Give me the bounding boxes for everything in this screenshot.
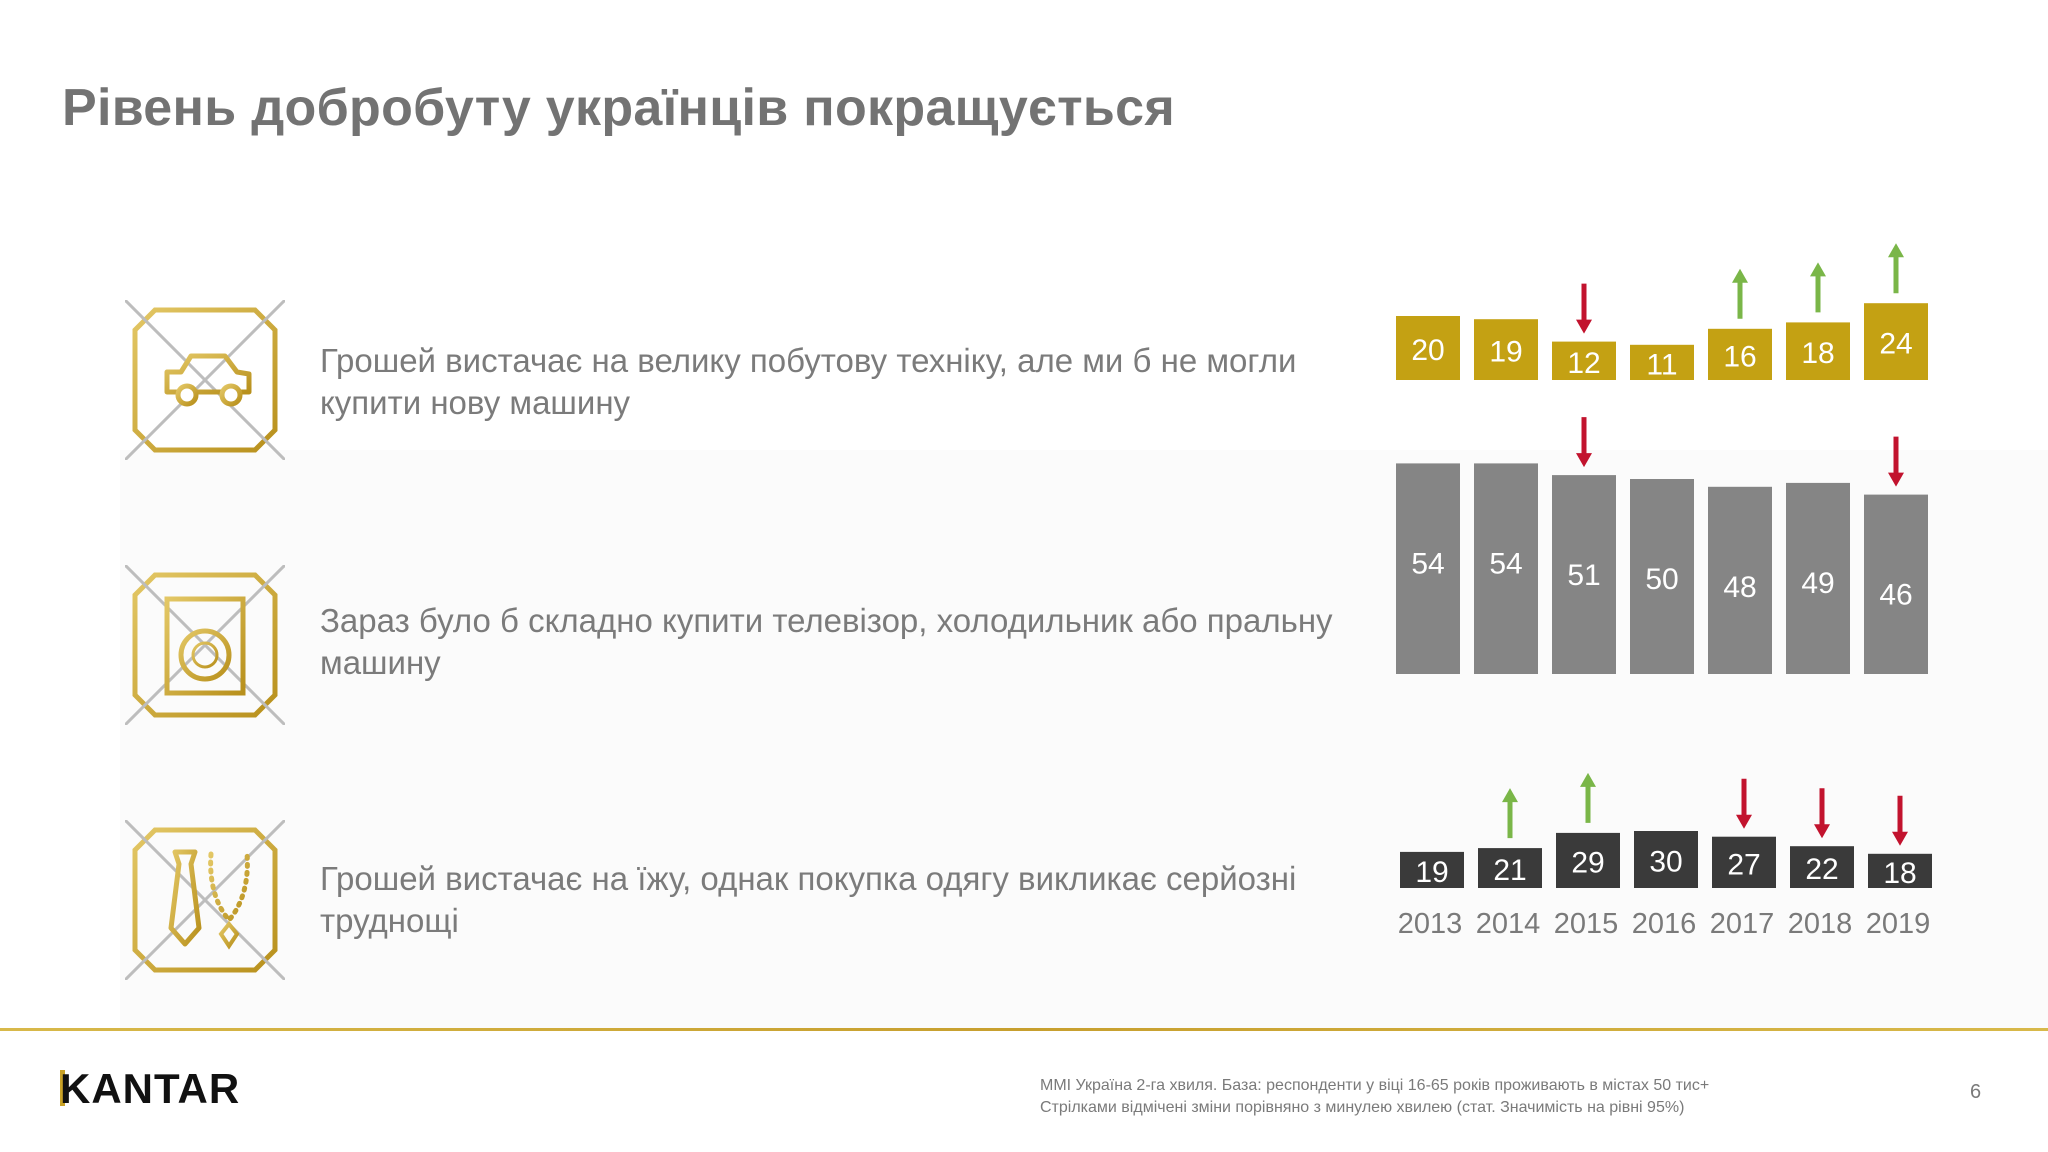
- x-tick-2019: 2019: [1866, 908, 1931, 940]
- bar-label-s1-2013: 20: [1411, 334, 1444, 367]
- x-tick-2017: 2017: [1710, 908, 1775, 940]
- crossed-washing-machine-icon: [123, 563, 287, 727]
- bar-s1-2016: [1630, 344, 1694, 380]
- bar-s3-2013: [1400, 851, 1464, 888]
- bar-label-s3-2018: 22: [1805, 853, 1838, 886]
- x-tick-2013: 2013: [1398, 908, 1463, 940]
- up-arrow-icon-s1-2019: [1888, 243, 1904, 294]
- bar-label-s1-2014: 19: [1489, 336, 1522, 369]
- bar-label-s1-2018: 18: [1801, 337, 1834, 370]
- bar-s1-2018: [1786, 322, 1850, 380]
- bar-s3-2018: [1790, 846, 1854, 888]
- bar-label-s2-2015: 51: [1567, 559, 1600, 592]
- page-number: 6: [1970, 1081, 1982, 1103]
- bar-s2-2015: [1552, 475, 1616, 674]
- bar-s1-2017: [1708, 328, 1772, 380]
- down-arrow-icon-s3-2018: [1814, 788, 1830, 839]
- up-arrow-icon-s3-2015: [1580, 772, 1596, 823]
- bar-label-s3-2016: 30: [1649, 846, 1682, 879]
- bar-s3-2017: [1712, 836, 1776, 888]
- bar-s3-2019: [1868, 853, 1932, 888]
- bar-s2-2017: [1708, 486, 1772, 674]
- bar-s1-2014: [1474, 319, 1538, 380]
- bar-label-s1-2017: 16: [1723, 340, 1756, 373]
- bar-label-s1-2015: 12: [1567, 347, 1600, 380]
- up-arrow-icon-s1-2018: [1810, 262, 1826, 313]
- bar-label-s2-2013: 54: [1411, 547, 1444, 580]
- down-arrow-icon-s3-2019: [1892, 795, 1908, 846]
- x-tick-2016: 2016: [1632, 908, 1697, 940]
- bar-label-s2-2017: 48: [1723, 571, 1756, 604]
- bar-label-s2-2016: 50: [1645, 563, 1678, 596]
- crossed-car-icon: [123, 298, 287, 462]
- bar-s3-2016: [1634, 831, 1698, 888]
- bar-label-s2-2018: 49: [1801, 567, 1834, 600]
- bar-s3-2015: [1556, 832, 1620, 888]
- bar-label-s3-2015: 29: [1571, 846, 1604, 879]
- bar-s1-2013: [1396, 316, 1460, 380]
- bar-label-s3-2013: 19: [1415, 856, 1448, 889]
- kantar-logo: KANTAR: [60, 1065, 241, 1112]
- row-1-text: Грошей вистачає на велику побутову техні…: [320, 342, 1297, 421]
- footer-divider: [0, 1028, 2048, 1031]
- page-title: Рівень добробуту українців покращується: [62, 79, 1175, 137]
- x-tick-2015: 2015: [1554, 908, 1619, 940]
- row-3-text: Грошей вистачає на їжу, однак покупка од…: [320, 860, 1297, 939]
- row-2-text: Зараз було б складно купити телевізор, х…: [320, 602, 1333, 681]
- down-arrow-icon-s3-2017: [1736, 778, 1752, 829]
- x-tick-2014: 2014: [1476, 908, 1541, 940]
- down-arrow-icon-s1-2015: [1576, 283, 1592, 334]
- footnote: MMI Україна 2-га хвиля. База: респондент…: [1040, 1075, 1709, 1119]
- footnote-line-2: Стрілками відмічені зміни порівняно з ми…: [1040, 1099, 1685, 1116]
- bar-label-s3-2014: 21: [1493, 854, 1526, 887]
- bar-s3-2014: [1478, 848, 1542, 888]
- bar-s2-2013: [1396, 463, 1460, 674]
- bar-label-s1-2019: 24: [1879, 328, 1912, 361]
- bar-label-s3-2019: 18: [1883, 857, 1916, 890]
- bar-s2-2018: [1786, 482, 1850, 674]
- bar-s2-2019: [1864, 494, 1928, 674]
- bar-s2-2016: [1630, 479, 1694, 674]
- bar-label-s1-2016: 11: [1646, 348, 1677, 381]
- footnote-line-1: MMI Україна 2-га хвиля. База: респондент…: [1040, 1077, 1710, 1094]
- bar-s1-2015: [1552, 341, 1616, 380]
- x-tick-2018: 2018: [1788, 908, 1853, 940]
- down-arrow-icon-s2-2019: [1888, 436, 1904, 487]
- down-arrow-icon-s2-2015: [1576, 417, 1592, 468]
- bar-s2-2014: [1474, 463, 1538, 674]
- bar-label-s3-2017: 27: [1727, 848, 1760, 881]
- bar-s1-2019: [1864, 303, 1928, 380]
- bar-label-s2-2019: 46: [1879, 579, 1912, 612]
- crossed-tie-necklace-icon: [123, 818, 287, 982]
- logo-mark: [60, 1070, 65, 1106]
- up-arrow-icon-s1-2017: [1732, 268, 1748, 319]
- up-arrow-icon-s3-2014: [1502, 788, 1518, 839]
- bar-label-s2-2014: 54: [1489, 547, 1522, 580]
